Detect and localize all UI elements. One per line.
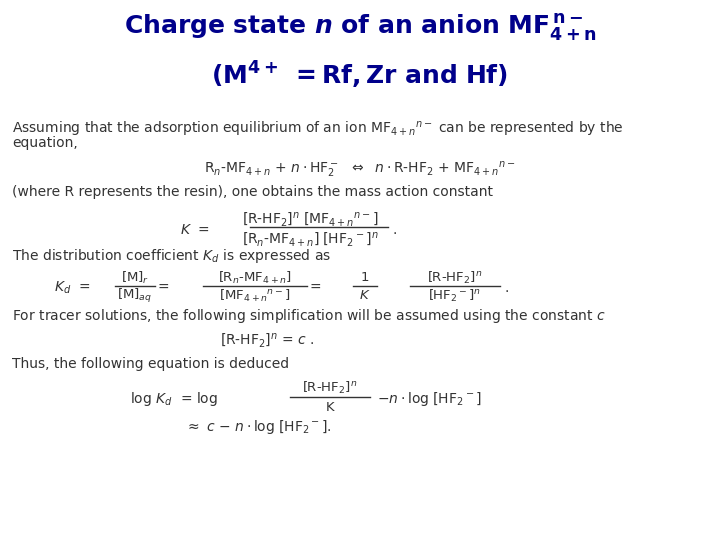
Text: $K_d$  =: $K_d$ = [54, 280, 90, 296]
Text: $\approx$ $c$ $-$ $n\cdot$log [HF$_2$$^-$].: $\approx$ $c$ $-$ $n\cdot$log [HF$_2$$^-… [185, 418, 332, 436]
Text: [R-HF$_2$]$^n$: [R-HF$_2$]$^n$ [302, 380, 358, 396]
Text: [R$_n$-MF$_{4+n}$] [HF$_2$$^-$]$^n$: [R$_n$-MF$_{4+n}$] [HF$_2$$^-$]$^n$ [242, 230, 378, 248]
Text: K: K [325, 401, 334, 415]
Text: $K$: $K$ [359, 289, 371, 302]
Text: (where R represents the resin), one obtains the mass action constant: (where R represents the resin), one obta… [12, 185, 493, 199]
Text: [R-HF$_2$]$^n$ [MF$_{4+n}$$^{n-}$]: [R-HF$_2$]$^n$ [MF$_{4+n}$$^{n-}$] [242, 210, 378, 228]
Text: Assuming that the adsorption equilibrium of an ion MF$_{4+n}$$^{n-}$ can be repr: Assuming that the adsorption equilibrium… [12, 120, 624, 139]
Text: [R-HF$_2$]$^n$: [R-HF$_2$]$^n$ [428, 270, 482, 286]
Text: equation,: equation, [12, 136, 78, 150]
Text: [R$_n$-MF$_{4+n}$]: [R$_n$-MF$_{4+n}$] [218, 270, 292, 286]
Text: R$_n$-MF$_{4+n}$ + $n\cdot$HF$_2^-$  $\Leftrightarrow$  $n\cdot$R-HF$_2$ + MF$_{: R$_n$-MF$_{4+n}$ + $n\cdot$HF$_2^-$ $\Le… [204, 160, 516, 180]
Text: log $K_d$  = log: log $K_d$ = log [130, 390, 218, 408]
Text: [M]$_r$: [M]$_r$ [121, 270, 149, 286]
Text: Thus, the following equation is deduced: Thus, the following equation is deduced [12, 357, 289, 371]
Text: 1: 1 [361, 272, 369, 285]
Text: =: = [309, 281, 321, 295]
Text: For tracer solutions, the following simplification will be assumed using the con: For tracer solutions, the following simp… [12, 307, 606, 325]
Text: [M]$_{aq}$: [M]$_{aq}$ [117, 287, 153, 305]
Text: .: . [505, 281, 509, 295]
Text: Charge state $\bfit{n}$ of an anion $\mathbf{MF_{4+n}^{\,n-}}$: Charge state $\bfit{n}$ of an anion $\ma… [124, 12, 596, 44]
Text: $\mathbf{(M^{4+}}$ $\mathbf{= Rf, Zr\ and\ Hf)}$: $\mathbf{(M^{4+}}$ $\mathbf{= Rf, Zr\ an… [212, 59, 508, 91]
Text: $- n\cdot$log [HF$_2$$^-$]: $- n\cdot$log [HF$_2$$^-$] [377, 390, 482, 408]
Text: [MF$_{4+n}$$^{n-}$]: [MF$_{4+n}$$^{n-}$] [219, 288, 291, 304]
Text: .: . [393, 223, 397, 237]
Text: =: = [157, 281, 168, 295]
Text: [R-HF$_2$]$^n$ = $c$ .: [R-HF$_2$]$^n$ = $c$ . [220, 331, 315, 349]
Text: $K$  =: $K$ = [180, 223, 210, 237]
Text: The distribution coefficient $K_d$ is expressed as: The distribution coefficient $K_d$ is ex… [12, 247, 331, 265]
Text: [HF$_2$$^-$]$^n$: [HF$_2$$^-$]$^n$ [428, 288, 482, 304]
